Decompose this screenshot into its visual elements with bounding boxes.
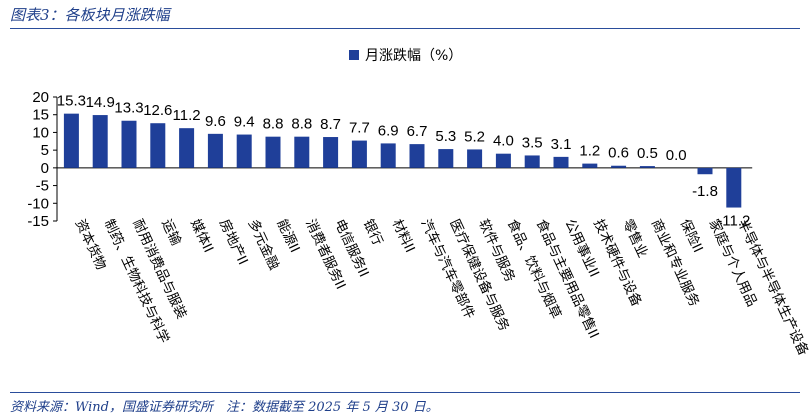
data-label: 12.6 — [143, 102, 172, 119]
data-label: 0.5 — [637, 145, 658, 162]
legend-label: 月涨跌幅（%） — [365, 48, 462, 64]
data-label: -11.2 — [717, 213, 750, 230]
category-label: 能源II — [273, 217, 302, 255]
bar — [697, 167, 713, 175]
bar — [409, 144, 425, 168]
category-label: 银行 — [360, 217, 386, 248]
data-label: 11.2 — [173, 107, 201, 124]
data-label: 5.3 — [435, 128, 456, 145]
figure-title: 图表3：各板块月涨跌幅 — [10, 6, 170, 24]
data-label: 9.4 — [234, 114, 255, 131]
top-rule — [10, 28, 800, 29]
source-note: 资料来源：Wind，国盛证券研究所 注：数据截至 2025 年 5 月 30 日… — [10, 400, 439, 415]
y-tick-label: -10 — [27, 195, 49, 212]
bar — [495, 153, 511, 168]
bar — [236, 134, 252, 168]
data-label: 15.3 — [57, 93, 86, 110]
data-label: 3.5 — [522, 134, 543, 151]
y-tick-label: 5 — [41, 142, 49, 159]
bar — [121, 120, 137, 168]
data-label: 0.6 — [608, 145, 629, 162]
data-label: 4.0 — [493, 133, 514, 150]
bottom-rule — [10, 392, 800, 393]
data-label: 14.9 — [86, 94, 115, 111]
bar — [63, 113, 79, 168]
data-label: 5.2 — [464, 128, 485, 145]
category-label: 运输 — [158, 217, 184, 249]
bar — [611, 165, 627, 168]
bar — [524, 155, 540, 168]
data-label: 6.7 — [407, 123, 428, 140]
data-label: 8.8 — [291, 116, 312, 133]
data-label: 8.7 — [320, 116, 341, 133]
y-tick-label: -5 — [36, 178, 49, 195]
data-label: 0.0 — [666, 147, 687, 164]
data-labels: 15.3 14.9 13.3 12.6 11.2 9.6 9.4 8.8 8.8 8.7 7.7 6.… — [57, 93, 751, 230]
data-label: 1.2 — [579, 143, 600, 160]
category-label: 媒体II — [187, 217, 216, 255]
bar — [92, 115, 108, 168]
y-tick-label: 0 — [41, 160, 49, 177]
bar — [726, 167, 742, 208]
y-tick-label: 15 — [32, 107, 49, 124]
bar — [294, 136, 310, 168]
bars — [63, 113, 742, 208]
category-label: 保险II — [677, 217, 706, 255]
bar — [438, 149, 454, 168]
data-label: 9.6 — [205, 113, 226, 130]
y-tick-label: 10 — [32, 124, 49, 141]
bar — [351, 140, 367, 168]
bar — [207, 133, 223, 168]
data-label: 3.1 — [551, 136, 572, 153]
y-tick-label: 20 — [32, 89, 49, 106]
bar — [582, 163, 598, 168]
category-label: 材料II — [389, 217, 418, 255]
bar — [467, 149, 483, 168]
y-tick-label: -15 — [27, 213, 49, 230]
bar — [179, 128, 195, 168]
bar — [553, 156, 569, 168]
data-label: 13.3 — [114, 100, 143, 117]
bar — [150, 123, 166, 168]
legend-swatch — [349, 50, 359, 60]
data-label: -1.8 — [692, 183, 718, 200]
bar — [323, 137, 339, 168]
data-label: 7.7 — [349, 120, 370, 137]
bar — [380, 143, 396, 168]
bar — [639, 166, 655, 168]
bar — [265, 136, 281, 168]
category-label: 零售业 — [619, 217, 651, 260]
data-label: 8.8 — [263, 116, 284, 133]
data-label: 6.9 — [378, 122, 399, 139]
legend: 月涨跌幅（%） — [349, 48, 462, 64]
